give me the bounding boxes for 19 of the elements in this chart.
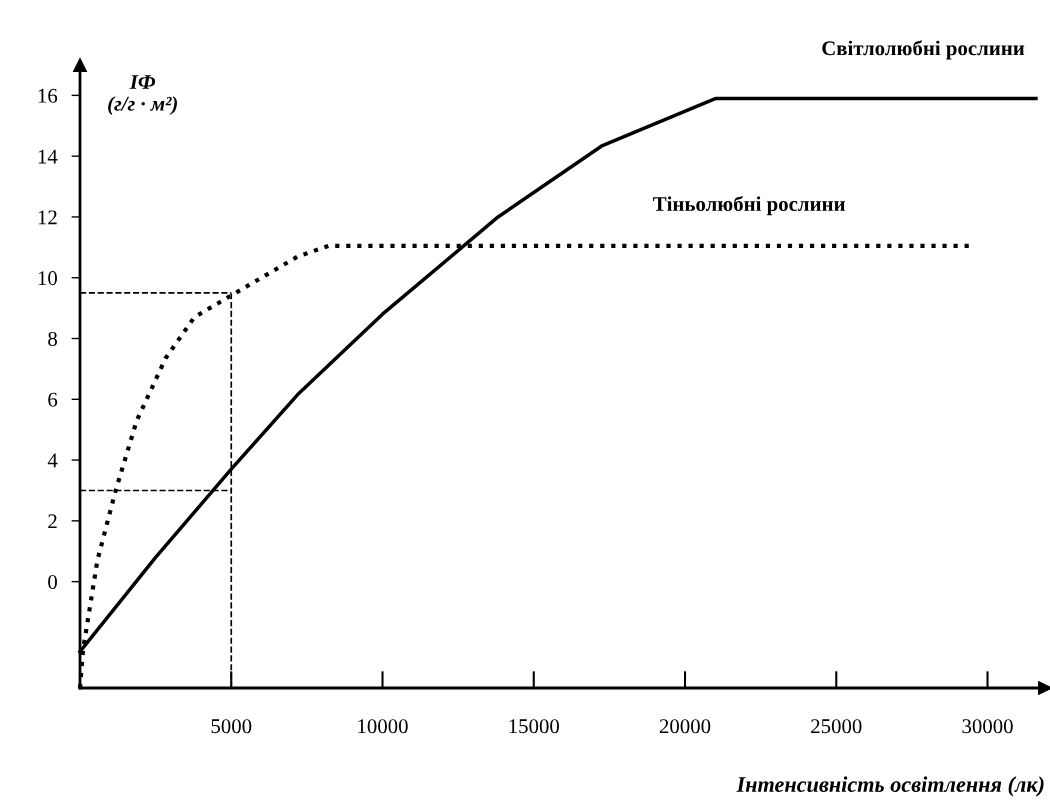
x-tick-label: 30000 [962, 719, 1013, 734]
x-tick-label: 15000 [509, 719, 560, 734]
x-tick-label: 20000 [659, 719, 711, 734]
y-axis-title: IФ (г/г · м²) [108, 75, 177, 116]
x-tick-label: 25000 [811, 719, 862, 734]
y-tick-label: 10 [38, 271, 57, 286]
y-tick-label: 0 [48, 575, 57, 590]
series-label: Світлолюбні рослини [822, 40, 1025, 60]
series-label: Тіньолюбні рослини [653, 195, 846, 216]
y-tick-label: 4 [47, 453, 58, 468]
y-tick-label: 8 [48, 331, 57, 346]
x-tick-label: 10000 [358, 719, 408, 734]
y-tick-label: 12 [38, 210, 57, 225]
x-axis-title: Інтенсивність освітлення (лк) [736, 776, 1044, 797]
x-tick-label: 5000 [211, 719, 252, 734]
y-tick-label: 6 [48, 392, 58, 407]
y-tick-label: 14 [38, 149, 58, 164]
y-tick-label: 16 [38, 88, 58, 103]
y-tick-label: 2 [48, 514, 57, 529]
